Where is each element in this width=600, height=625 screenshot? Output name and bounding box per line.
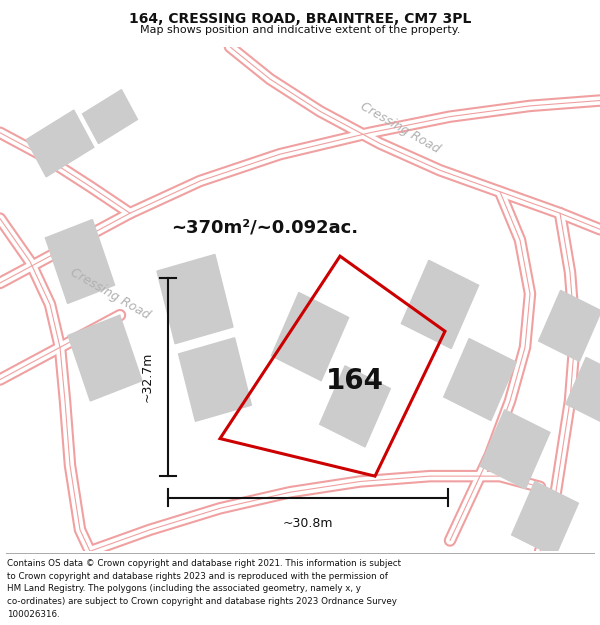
Text: to Crown copyright and database rights 2023 and is reproduced with the permissio: to Crown copyright and database rights 2… — [7, 571, 388, 581]
Bar — [271, 292, 349, 381]
Text: Contains OS data © Crown copyright and database right 2021. This information is : Contains OS data © Crown copyright and d… — [7, 559, 401, 568]
Bar — [46, 219, 115, 304]
Text: Map shows position and indicative extent of the property.: Map shows position and indicative extent… — [140, 25, 460, 35]
Text: 164: 164 — [326, 367, 384, 395]
Bar — [26, 110, 94, 177]
Bar — [480, 410, 550, 489]
Bar — [539, 291, 600, 361]
Bar — [512, 481, 578, 557]
Bar — [68, 315, 142, 401]
Text: Cressing Road: Cressing Road — [68, 266, 152, 322]
Bar — [566, 357, 600, 423]
Bar — [444, 339, 516, 421]
Text: 164, CRESSING ROAD, BRAINTREE, CM7 3PL: 164, CRESSING ROAD, BRAINTREE, CM7 3PL — [129, 12, 471, 26]
Bar — [401, 261, 479, 349]
Bar — [320, 366, 391, 447]
Text: Cressing Road: Cressing Road — [358, 99, 442, 156]
Text: ~370m²/~0.092ac.: ~370m²/~0.092ac. — [172, 218, 359, 236]
Bar — [179, 338, 251, 421]
Text: co-ordinates) are subject to Crown copyright and database rights 2023 Ordnance S: co-ordinates) are subject to Crown copyr… — [7, 598, 397, 606]
Text: HM Land Registry. The polygons (including the associated geometry, namely x, y: HM Land Registry. The polygons (includin… — [7, 584, 361, 594]
Text: ~30.8m: ~30.8m — [283, 517, 333, 530]
Bar — [83, 89, 137, 144]
Bar — [157, 254, 233, 344]
Text: 100026316.: 100026316. — [7, 610, 60, 619]
Text: ~32.7m: ~32.7m — [141, 352, 154, 402]
